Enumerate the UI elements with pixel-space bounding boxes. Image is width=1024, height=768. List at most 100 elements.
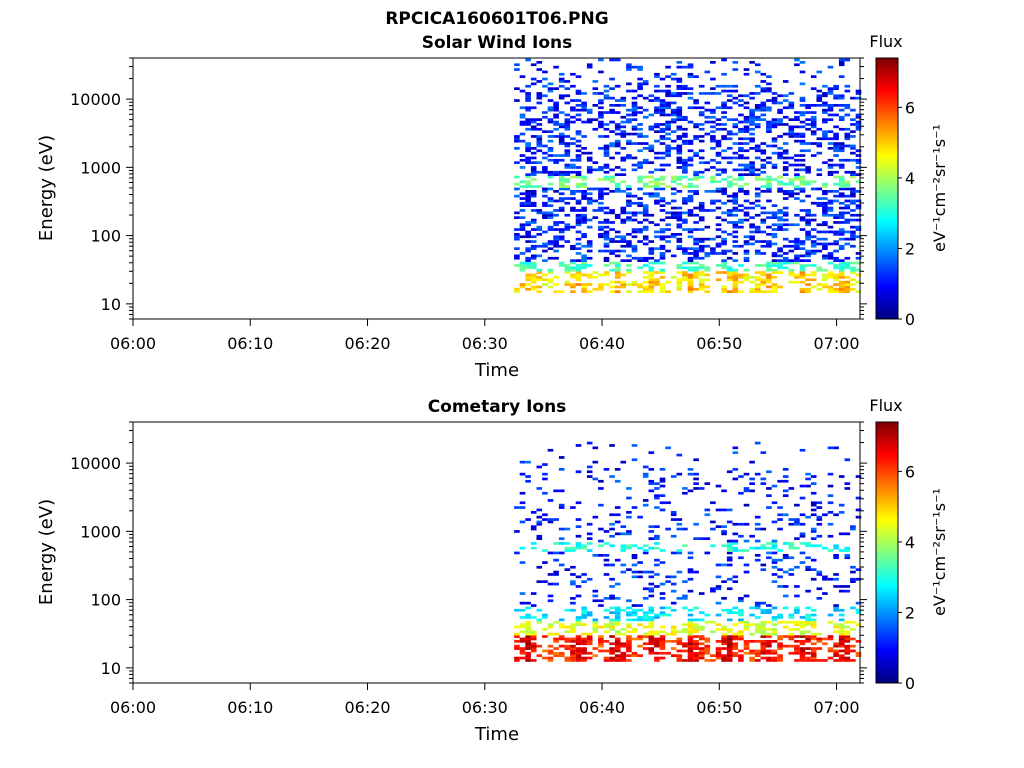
- heatmap-cell: [648, 273, 655, 277]
- heatmap-cell: [637, 149, 643, 153]
- heatmap-cell: [665, 575, 671, 579]
- heatmap-cell: [603, 211, 610, 215]
- heatmap-cell: [631, 563, 638, 567]
- heatmap-cell: [603, 468, 610, 471]
- heatmap-cell: [833, 149, 839, 153]
- heatmap-cell: [698, 642, 705, 646]
- heatmap-cell: [631, 628, 638, 631]
- heatmap-cell: [760, 611, 767, 614]
- heatmap-cell: [642, 290, 649, 293]
- heatmap-cell: [659, 290, 666, 293]
- heatmap-cell: [754, 616, 761, 619]
- heatmap-cell: [833, 446, 839, 450]
- heatmap-cell: [777, 644, 783, 648]
- heatmap-cell: [799, 264, 806, 267]
- heatmap-cell: [631, 556, 638, 560]
- heatmap-cell: [536, 537, 543, 540]
- heatmap-cell: [514, 647, 520, 650]
- heatmap-cell: [687, 63, 694, 67]
- heatmap-cell: [586, 63, 593, 67]
- heatmap-cell: [693, 618, 699, 622]
- heatmap-cell: [553, 213, 559, 217]
- heatmap-cell: [553, 135, 559, 138]
- heatmap-cell: [659, 656, 666, 660]
- heatmap-cell: [850, 244, 856, 248]
- heatmap-cell: [698, 228, 705, 231]
- heatmap-cell: [732, 522, 739, 526]
- heatmap-cell: [586, 118, 593, 121]
- heatmap-cell: [794, 197, 800, 200]
- heatmap-cell: [771, 178, 778, 181]
- x-tick-label: 06:20: [344, 334, 390, 353]
- heatmap-cell: [844, 89, 851, 93]
- heatmap-cell: [732, 268, 739, 272]
- heatmap-cell: [603, 256, 610, 260]
- heatmap-cell: [693, 625, 699, 629]
- heatmap-cell: [564, 180, 571, 184]
- heatmap-cell: [586, 290, 593, 293]
- heatmap-cell: [693, 228, 699, 231]
- heatmap-cell: [654, 156, 660, 160]
- heatmap-cell: [838, 96, 845, 100]
- heatmap-cell: [799, 551, 806, 555]
- heatmap-cell: [799, 99, 806, 102]
- heatmap-cell: [687, 194, 694, 198]
- heatmap-cell: [838, 118, 845, 121]
- heatmap-cell: [665, 249, 671, 253]
- heatmap-cell: [833, 287, 839, 291]
- heatmap-cell: [782, 206, 789, 210]
- heatmap-cell: [726, 147, 733, 150]
- heatmap-cell: [827, 252, 834, 255]
- heatmap-cell: [670, 180, 677, 184]
- heatmap-cell: [530, 261, 537, 265]
- heatmap-cell: [771, 96, 778, 100]
- heatmap-cell: [609, 108, 615, 112]
- heatmap-cell: [698, 651, 705, 655]
- heatmap-cell: [788, 192, 795, 196]
- heatmap-cell: [726, 542, 733, 545]
- heatmap-cell: [810, 154, 817, 157]
- heatmap-cell: [810, 491, 817, 495]
- heatmap-cell: [726, 194, 733, 198]
- heatmap-cell: [592, 187, 599, 191]
- heatmap-cell: [570, 72, 576, 76]
- heatmap-cell: [715, 127, 722, 131]
- heatmap-cell: [530, 125, 537, 129]
- heatmap-cell: [665, 75, 671, 78]
- heatmap-cell: [648, 479, 655, 483]
- heatmap-cell: [547, 130, 554, 133]
- heatmap-cell: [620, 235, 627, 239]
- heatmap-cell: [743, 156, 750, 160]
- heatmap-cell: [726, 256, 733, 260]
- heatmap-cell: [547, 199, 554, 203]
- heatmap-cell: [614, 642, 621, 646]
- heatmap-cell: [726, 175, 733, 179]
- heatmap-cell: [698, 156, 705, 160]
- heatmap-cell: [805, 287, 811, 291]
- heatmap-cell: [676, 278, 683, 282]
- heatmap-cell: [777, 249, 783, 253]
- heatmap-cell: [558, 503, 565, 507]
- x-tick-label: 06:20: [344, 698, 390, 717]
- heatmap-cell: [614, 608, 621, 612]
- heatmap-cell: [525, 149, 531, 153]
- heatmap-cell: [665, 211, 671, 215]
- heatmap-cell: [665, 163, 671, 167]
- heatmap-cell: [715, 180, 722, 184]
- heatmap-cell: [855, 149, 862, 153]
- heatmap-cell: [575, 594, 582, 598]
- heatmap-cell: [794, 192, 800, 196]
- heatmap-cell: [631, 570, 638, 574]
- heatmap-cell: [665, 147, 671, 150]
- heatmap-cell: [620, 173, 627, 176]
- heatmap-cell: [670, 511, 677, 514]
- heatmap-cell: [810, 218, 817, 222]
- heatmap-cell: [592, 594, 599, 598]
- heatmap-cell: [833, 113, 839, 117]
- heatmap-cell: [850, 192, 856, 196]
- heatmap-cell: [687, 261, 694, 265]
- heatmap-cell: [766, 651, 772, 655]
- heatmap-cell: [631, 506, 638, 509]
- heatmap-cell: [855, 601, 862, 605]
- heatmap-cell: [530, 204, 537, 207]
